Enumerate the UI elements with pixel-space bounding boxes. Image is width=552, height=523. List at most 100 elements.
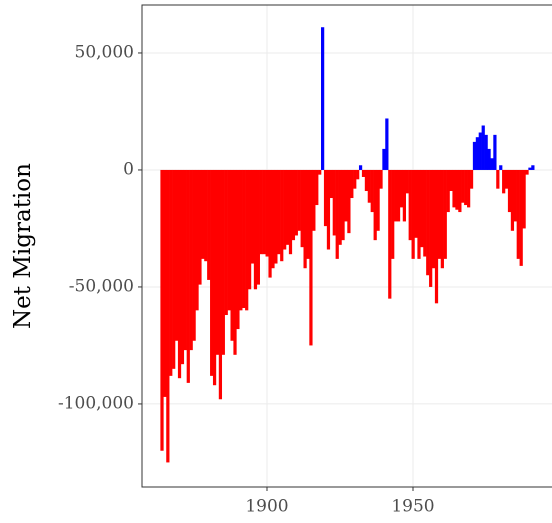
bar bbox=[248, 169, 252, 290]
bar bbox=[268, 169, 272, 278]
bar bbox=[420, 169, 424, 248]
bar bbox=[510, 169, 515, 231]
bar bbox=[174, 169, 179, 341]
bar bbox=[431, 169, 436, 269]
bar bbox=[332, 169, 336, 236]
bar bbox=[338, 169, 342, 245]
bar bbox=[528, 167, 532, 170]
bar bbox=[274, 169, 278, 264]
bar bbox=[239, 169, 243, 311]
x-tick-label: 1950 bbox=[391, 497, 434, 517]
bar bbox=[443, 169, 447, 259]
bar bbox=[379, 169, 383, 189]
bar bbox=[490, 158, 494, 170]
bar bbox=[309, 169, 313, 346]
bar bbox=[204, 169, 208, 262]
bar bbox=[177, 169, 182, 379]
bar bbox=[385, 118, 389, 170]
y-axis-title: Net Migration bbox=[10, 163, 36, 329]
bar bbox=[408, 169, 412, 241]
bar bbox=[353, 169, 357, 189]
bar bbox=[169, 169, 173, 376]
bar bbox=[434, 169, 439, 304]
bar bbox=[341, 169, 345, 241]
y-tick-label: -100,000 bbox=[58, 393, 134, 413]
bar bbox=[288, 169, 293, 255]
bar bbox=[283, 169, 287, 250]
bar bbox=[315, 169, 319, 206]
bar bbox=[475, 137, 480, 170]
bar bbox=[306, 169, 310, 259]
bar bbox=[356, 169, 360, 180]
bar bbox=[207, 169, 211, 280]
bar bbox=[300, 169, 304, 248]
bar bbox=[502, 169, 506, 194]
bar bbox=[458, 169, 462, 213]
bar bbox=[358, 165, 363, 170]
bar bbox=[411, 169, 415, 259]
bar bbox=[519, 169, 523, 266]
bar bbox=[280, 169, 284, 262]
bar bbox=[245, 169, 249, 311]
bar bbox=[271, 169, 275, 269]
bar bbox=[440, 169, 444, 269]
bar bbox=[493, 134, 497, 170]
bar bbox=[277, 169, 281, 255]
bar bbox=[472, 141, 477, 170]
bar bbox=[221, 169, 225, 355]
bar bbox=[391, 169, 395, 259]
bar bbox=[499, 165, 503, 170]
bar bbox=[224, 169, 228, 316]
bar bbox=[192, 169, 196, 341]
bar bbox=[250, 169, 255, 264]
bar bbox=[242, 169, 246, 309]
bar bbox=[452, 169, 456, 208]
bar bbox=[344, 169, 348, 222]
bar bbox=[233, 169, 237, 355]
bar bbox=[166, 169, 170, 463]
bar bbox=[402, 169, 406, 222]
bar bbox=[189, 169, 193, 351]
bar bbox=[218, 169, 223, 400]
bar bbox=[516, 169, 520, 259]
bar bbox=[446, 169, 450, 213]
bar bbox=[230, 169, 234, 341]
bar bbox=[455, 169, 459, 210]
bar bbox=[437, 169, 442, 259]
bar bbox=[318, 169, 322, 175]
bar bbox=[487, 148, 491, 170]
bar bbox=[507, 169, 512, 213]
bar bbox=[201, 169, 205, 259]
bar bbox=[259, 169, 263, 255]
bar bbox=[429, 169, 433, 287]
bar bbox=[464, 169, 468, 206]
bar bbox=[326, 169, 331, 250]
bar bbox=[370, 169, 374, 213]
bar bbox=[163, 169, 167, 397]
y-tick-label: -50,000 bbox=[69, 276, 134, 296]
bar bbox=[265, 169, 269, 257]
y-tick-label: 0 bbox=[123, 159, 134, 179]
bar bbox=[531, 165, 535, 170]
bar bbox=[212, 169, 217, 386]
bar bbox=[364, 169, 369, 192]
bar bbox=[303, 169, 307, 269]
bar bbox=[426, 169, 430, 276]
bar bbox=[478, 132, 482, 170]
bar bbox=[396, 169, 401, 222]
bar bbox=[484, 134, 488, 170]
bar bbox=[376, 169, 380, 231]
bar bbox=[361, 169, 366, 177]
bar bbox=[198, 169, 202, 285]
bar bbox=[467, 169, 471, 208]
bar bbox=[347, 169, 351, 234]
bar bbox=[394, 169, 398, 222]
bar bbox=[160, 169, 164, 451]
bar bbox=[236, 169, 240, 330]
bar bbox=[388, 169, 392, 299]
bar bbox=[367, 169, 371, 203]
panel-border bbox=[141, 4, 552, 488]
bar bbox=[180, 169, 185, 365]
bar bbox=[195, 169, 199, 311]
